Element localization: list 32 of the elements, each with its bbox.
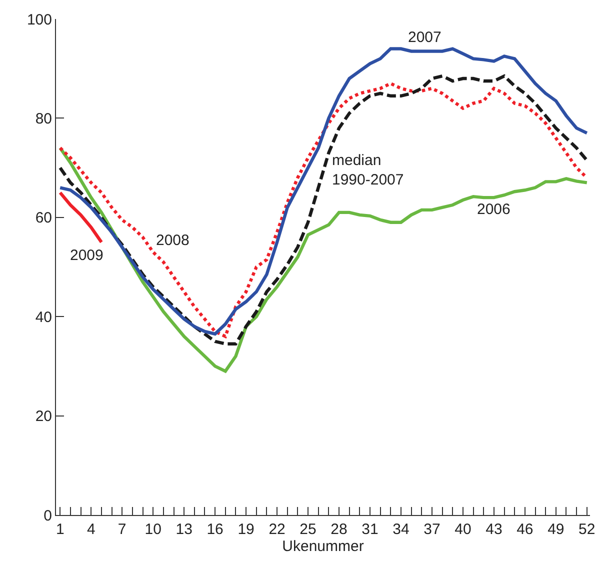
x-tick-label: 40 [454,521,472,538]
x-tick-label: 13 [176,521,192,538]
x-tick-label: 37 [424,521,440,538]
y-tick-label: 100 [26,11,52,28]
x-tick-label: 10 [144,521,162,538]
y-tick-label: 40 [35,308,52,326]
y-tick-label: 0 [44,507,52,524]
x-tick-label: 46 [516,521,534,538]
series-label: 2009 [70,247,104,264]
x-tick-label: 22 [268,521,286,538]
x-tick-label: 31 [362,521,378,538]
x-tick-label: 19 [238,521,254,538]
x-tick-label: 28 [330,521,348,538]
x-tick-label: 4 [86,521,96,538]
y-tick-label: 20 [35,408,52,426]
line-series [58,191,104,244]
series-label: 2007 [408,29,442,46]
x-axis-title: Ukenummer [282,538,364,555]
x-tick-label: 49 [548,521,564,538]
y-tick-label: 80 [35,110,52,128]
x-tick-label: 7 [118,521,126,538]
x-tick-label: 34 [392,521,410,538]
series-label: median 1990-2007 [332,152,404,188]
y-tick-label: 60 [35,210,52,227]
series-label: 2006 [477,201,510,218]
line-series [58,146,588,373]
series-label: 2008 [156,232,190,249]
x-tick-label: 25 [300,521,316,538]
x-tick-label: 16 [206,521,224,538]
x-tick-label: 1 [56,521,64,538]
x-tick-label: 43 [486,521,502,538]
x-tick-label: 52 [578,521,596,538]
